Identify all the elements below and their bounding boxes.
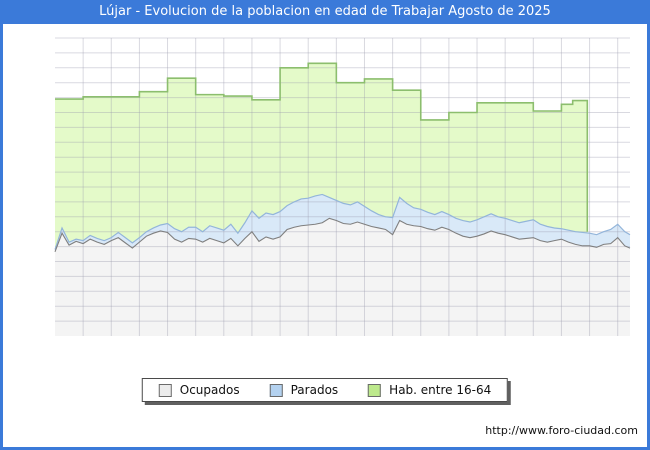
legend-label-parados: Parados (290, 383, 339, 397)
site-url-text: http://www.foro-ciudad.com (485, 424, 638, 437)
chart-title: Lújar - Evolucion de la poblacion en eda… (99, 4, 551, 19)
legend-item-parados: Parados (269, 383, 339, 397)
hab16-64-swatch-icon (368, 383, 382, 397)
legend-item-ocupados: Ocupados (158, 383, 240, 397)
parados-swatch-icon (269, 383, 283, 397)
chart-legend: Ocupados Parados Hab. entre 16-64 (141, 378, 509, 402)
legend-item-hab16-64: Hab. entre 16-64 (368, 383, 491, 397)
legend-label-ocupados: Ocupados (179, 383, 240, 397)
legend-label-hab16-64: Hab. entre 16-64 (389, 383, 492, 397)
ocupados-swatch-icon (158, 383, 172, 397)
chart-title-bar: Lújar - Evolucion de la poblacion en eda… (0, 0, 650, 24)
